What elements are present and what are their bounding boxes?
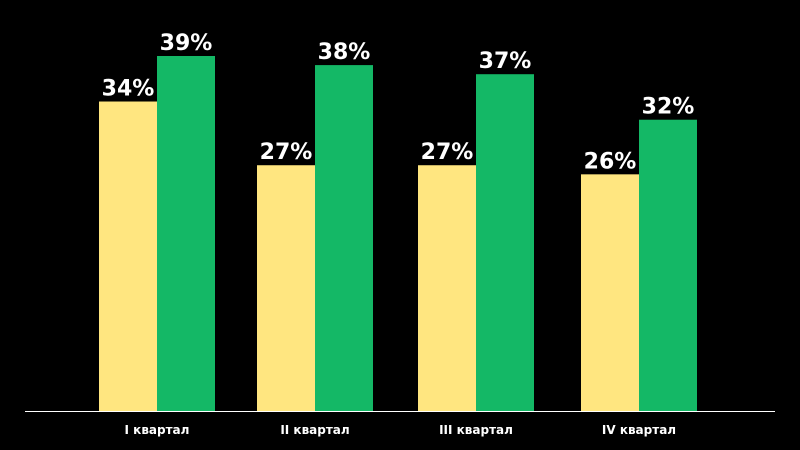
value-label-s2-3: 37% xyxy=(479,49,532,74)
bar-s2-3 xyxy=(476,74,534,411)
x-tick-labels-group: I квартал II квартал III квартал IV квартал xyxy=(125,423,677,437)
x-tick-label-1: I квартал xyxy=(125,423,190,437)
bar-s1-1 xyxy=(99,101,157,411)
x-tick-label-2: II квартал xyxy=(280,423,349,437)
value-label-s1-3: 27% xyxy=(421,140,474,165)
x-tick-label-3: III квартал xyxy=(439,423,513,437)
value-label-s2-1: 39% xyxy=(160,31,213,56)
value-label-s2-4: 32% xyxy=(642,95,695,120)
bars-group xyxy=(99,56,697,411)
value-label-s1-1: 34% xyxy=(102,77,155,102)
bar-s2-1 xyxy=(157,56,215,411)
bar-s1-3 xyxy=(418,165,476,411)
value-label-s1-2: 27% xyxy=(260,140,313,165)
bar-s1-4 xyxy=(581,174,639,411)
value-labels-group: 34%39% 27% 38% 27% 37% 26% 32% xyxy=(102,31,695,174)
bar-s1-2 xyxy=(257,165,315,411)
value-label-s2-2: 38% xyxy=(318,40,371,65)
value-label-s1-4: 26% xyxy=(584,149,637,174)
bar-s2-2 xyxy=(315,65,373,411)
bar-s2-4 xyxy=(639,119,697,411)
x-tick-label-4: IV квартал xyxy=(602,423,676,437)
